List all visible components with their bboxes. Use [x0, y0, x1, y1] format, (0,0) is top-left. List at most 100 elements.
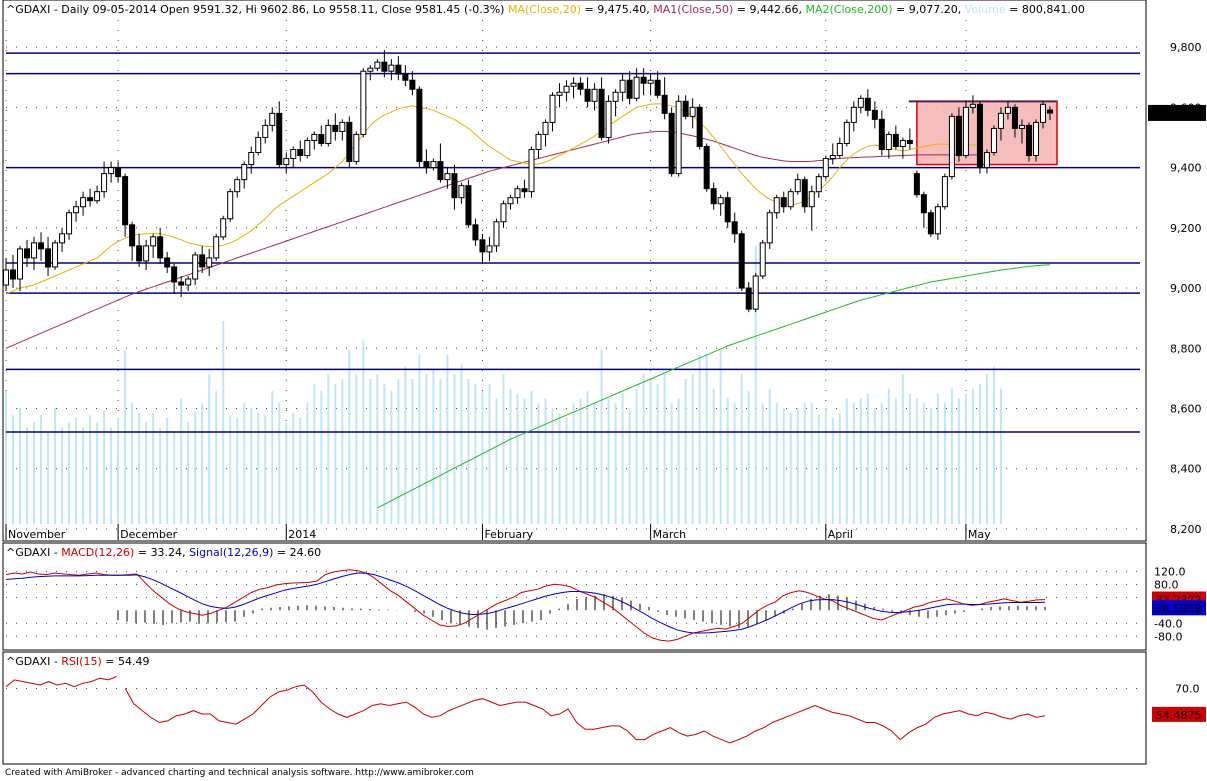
volume-bar	[250, 408, 253, 524]
candle-body	[199, 254, 206, 268]
candle-body	[892, 133, 899, 147]
candle-body	[794, 179, 801, 193]
candle-body	[752, 275, 759, 310]
volume-bar	[726, 398, 729, 524]
candle-body	[983, 152, 990, 169]
candle-body	[234, 179, 241, 193]
volume-bar	[698, 354, 701, 524]
volume-bar	[740, 374, 743, 524]
volume-bar	[418, 354, 421, 524]
candle-body	[1018, 124, 1025, 129]
candle-body	[633, 76, 640, 99]
rsi-tick-label: 70.0	[1175, 682, 1200, 695]
candle-body	[332, 124, 339, 132]
volume-bar	[89, 415, 92, 524]
volume-bar	[943, 403, 946, 524]
candle-body	[52, 242, 59, 268]
volume-bar	[425, 374, 428, 524]
candle-body	[1047, 109, 1053, 114]
volume-bar	[215, 391, 218, 524]
volume-bar	[271, 391, 274, 524]
candle-body	[115, 167, 122, 178]
candle-body	[717, 197, 724, 205]
candle-body	[549, 94, 556, 123]
volume-bar	[341, 379, 344, 524]
volume-bar	[502, 374, 505, 524]
volume-bar	[782, 408, 785, 524]
candle-body	[38, 242, 45, 250]
macd-panel	[2, 542, 1147, 651]
volume-bar	[40, 415, 43, 524]
candle-body	[500, 203, 507, 223]
x-tick-label: May	[968, 528, 991, 541]
candle-body	[864, 97, 871, 111]
volume-bar	[348, 350, 351, 524]
signal-last-badge	[1152, 600, 1206, 616]
rsi-series: 70.0 54.4875	[5, 676, 1206, 744]
signal-line	[5, 572, 1046, 634]
volume-bar	[866, 393, 869, 524]
volume-bar	[236, 417, 239, 524]
volume-bar	[397, 379, 400, 524]
volume-bar	[194, 412, 197, 524]
volume-bar	[117, 417, 120, 524]
price-tick-label: 8,800	[1170, 342, 1202, 355]
volume-bar	[789, 412, 792, 524]
volume-bar	[621, 393, 624, 524]
candle-body	[458, 185, 465, 199]
volume-bar	[880, 403, 883, 524]
candle-body	[493, 221, 500, 247]
volume-bar	[278, 403, 281, 524]
candle-body	[80, 197, 87, 208]
candle-body	[689, 106, 696, 117]
support-resistance-lines	[6, 52, 1140, 433]
candle-body	[619, 79, 626, 93]
volume-bar	[257, 412, 260, 524]
candle-body	[374, 61, 381, 69]
volume-bar	[152, 412, 155, 524]
volume-bar	[460, 364, 463, 524]
volume-bar	[453, 374, 456, 524]
volume-bar	[915, 398, 918, 524]
volume-bar	[992, 366, 995, 524]
candle-body	[780, 197, 787, 208]
candle-body	[444, 173, 451, 181]
candle-body	[241, 164, 248, 181]
volume-bar	[894, 398, 897, 524]
candle-body	[626, 79, 633, 99]
volume-bar	[593, 403, 596, 524]
volume-bar	[803, 403, 806, 524]
candle-body	[311, 133, 318, 141]
volume-bar	[719, 350, 722, 524]
candle-body	[668, 112, 675, 175]
candle-body	[738, 233, 745, 289]
candle-body	[696, 106, 703, 147]
volume-bar	[124, 350, 127, 524]
price-tick-label: 8,600	[1170, 403, 1202, 416]
candle-body	[997, 112, 1004, 129]
volume-bar	[572, 403, 575, 524]
candle-body	[1039, 103, 1046, 123]
x-tick-label: February	[484, 528, 533, 541]
candle-body	[66, 212, 73, 235]
candle-body	[850, 106, 857, 123]
candle-body	[24, 248, 31, 259]
volume-bar	[649, 379, 652, 524]
volume-bar	[292, 412, 295, 524]
volume-bar	[887, 388, 890, 524]
candle-body	[724, 197, 731, 223]
candle-body	[948, 115, 955, 178]
candle-body	[262, 124, 269, 138]
price-y-axis: 9,8009,6009,4009,2009,0008,8008,6008,400…	[1148, 41, 1206, 536]
footer-credit: Created with AmiBroker - advanced charti…	[5, 768, 474, 778]
candle-body	[437, 161, 444, 181]
volume-bar	[411, 379, 414, 524]
candle-body	[808, 191, 815, 208]
volume-bar	[103, 410, 106, 524]
volume-bar	[509, 388, 512, 524]
volume-bar	[446, 354, 449, 524]
rsi-line	[124, 684, 1046, 744]
candle-body	[150, 236, 157, 247]
price-header: ^GDAXI - Daily 09-05-2014 Open 9591.32, …	[6, 3, 1085, 16]
volume-bar	[75, 417, 78, 524]
